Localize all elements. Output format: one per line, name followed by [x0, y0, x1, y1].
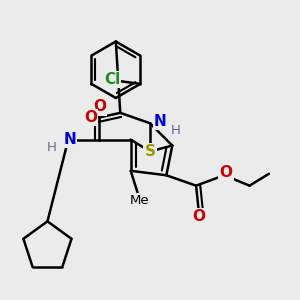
Text: O: O	[193, 209, 206, 224]
Text: N: N	[154, 114, 167, 129]
Text: H: H	[170, 124, 180, 137]
Text: H: H	[47, 140, 57, 154]
Text: O: O	[219, 165, 232, 180]
Text: O: O	[84, 110, 97, 125]
Text: Cl: Cl	[104, 72, 120, 87]
Text: N: N	[63, 132, 76, 147]
Text: O: O	[93, 99, 106, 114]
Text: Me: Me	[130, 194, 149, 207]
Text: S: S	[145, 144, 155, 159]
